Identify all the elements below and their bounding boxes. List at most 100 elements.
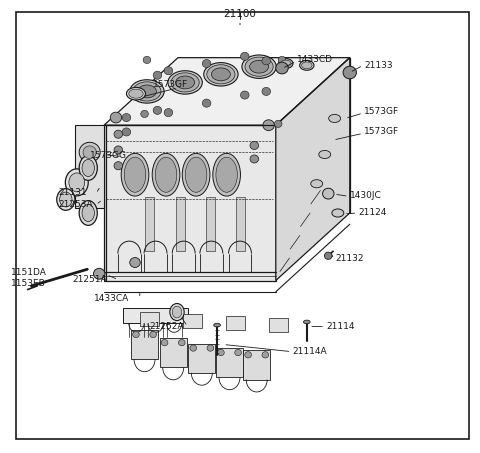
Ellipse shape (121, 153, 149, 196)
Polygon shape (205, 197, 215, 251)
Polygon shape (75, 125, 104, 208)
Ellipse shape (69, 173, 84, 192)
Ellipse shape (204, 63, 238, 86)
Circle shape (179, 339, 185, 346)
Text: 21251A: 21251A (72, 275, 107, 284)
Text: 21100: 21100 (224, 9, 256, 19)
Ellipse shape (133, 82, 161, 101)
Ellipse shape (79, 201, 97, 226)
Circle shape (240, 91, 249, 99)
Circle shape (110, 112, 121, 123)
Circle shape (161, 339, 168, 346)
Polygon shape (176, 197, 185, 251)
Circle shape (275, 120, 282, 127)
Ellipse shape (182, 153, 210, 196)
Text: 21133: 21133 (364, 61, 393, 70)
Text: 21131: 21131 (59, 188, 87, 197)
Polygon shape (189, 343, 215, 373)
Circle shape (164, 109, 173, 116)
Polygon shape (269, 318, 288, 332)
Polygon shape (243, 350, 270, 380)
Polygon shape (160, 338, 187, 367)
Polygon shape (144, 197, 154, 251)
Circle shape (164, 67, 173, 75)
Ellipse shape (156, 157, 177, 192)
Ellipse shape (245, 57, 273, 76)
Ellipse shape (281, 60, 291, 67)
Ellipse shape (250, 60, 268, 73)
Circle shape (122, 128, 131, 136)
Circle shape (114, 146, 122, 154)
Ellipse shape (319, 150, 331, 159)
Circle shape (262, 352, 269, 358)
Ellipse shape (279, 58, 293, 68)
Circle shape (94, 268, 105, 279)
Circle shape (323, 188, 334, 199)
Polygon shape (131, 330, 158, 359)
Circle shape (324, 252, 332, 260)
Ellipse shape (60, 192, 72, 207)
Circle shape (79, 142, 100, 162)
Circle shape (202, 99, 211, 107)
Ellipse shape (171, 73, 199, 92)
Circle shape (207, 345, 214, 351)
Polygon shape (123, 308, 188, 323)
Ellipse shape (207, 65, 235, 84)
Circle shape (153, 71, 162, 79)
Circle shape (276, 62, 288, 74)
Ellipse shape (124, 157, 146, 192)
Circle shape (143, 56, 151, 63)
Circle shape (190, 345, 197, 351)
Circle shape (245, 352, 252, 358)
Ellipse shape (214, 323, 220, 327)
Circle shape (235, 349, 241, 356)
Circle shape (263, 120, 275, 130)
Ellipse shape (79, 155, 97, 180)
Ellipse shape (129, 89, 143, 98)
Text: 1573GF: 1573GF (364, 107, 399, 116)
Circle shape (262, 57, 271, 65)
Text: 1433CA: 1433CA (95, 294, 130, 303)
Ellipse shape (216, 157, 238, 192)
Circle shape (83, 146, 96, 159)
Circle shape (262, 87, 271, 96)
Ellipse shape (137, 85, 156, 98)
Ellipse shape (300, 60, 314, 70)
Polygon shape (104, 125, 276, 280)
Ellipse shape (130, 80, 164, 103)
Circle shape (114, 130, 122, 138)
Circle shape (153, 106, 162, 115)
Ellipse shape (82, 159, 95, 177)
Ellipse shape (303, 320, 310, 324)
Ellipse shape (176, 76, 194, 89)
Ellipse shape (172, 306, 182, 318)
Circle shape (114, 162, 122, 170)
Polygon shape (183, 314, 202, 328)
Text: 1153EB: 1153EB (11, 279, 46, 288)
Polygon shape (216, 348, 243, 377)
Circle shape (240, 52, 249, 60)
Circle shape (250, 155, 259, 163)
Circle shape (132, 332, 139, 337)
Polygon shape (140, 312, 159, 326)
Ellipse shape (213, 153, 240, 196)
Circle shape (141, 111, 148, 117)
Text: 21114: 21114 (326, 322, 354, 331)
Ellipse shape (332, 209, 344, 217)
Circle shape (130, 258, 140, 267)
Ellipse shape (82, 204, 95, 222)
Circle shape (217, 349, 224, 356)
Ellipse shape (212, 68, 230, 81)
Circle shape (278, 56, 286, 63)
Ellipse shape (57, 189, 75, 210)
Text: 21253A: 21253A (59, 200, 93, 209)
Polygon shape (104, 58, 350, 125)
Ellipse shape (126, 87, 145, 100)
Ellipse shape (185, 157, 207, 192)
Text: 1573GG: 1573GG (90, 151, 127, 160)
Polygon shape (276, 58, 350, 280)
Text: 1573GF: 1573GF (153, 80, 188, 89)
Ellipse shape (311, 180, 323, 188)
Polygon shape (236, 197, 245, 251)
Ellipse shape (329, 115, 341, 122)
